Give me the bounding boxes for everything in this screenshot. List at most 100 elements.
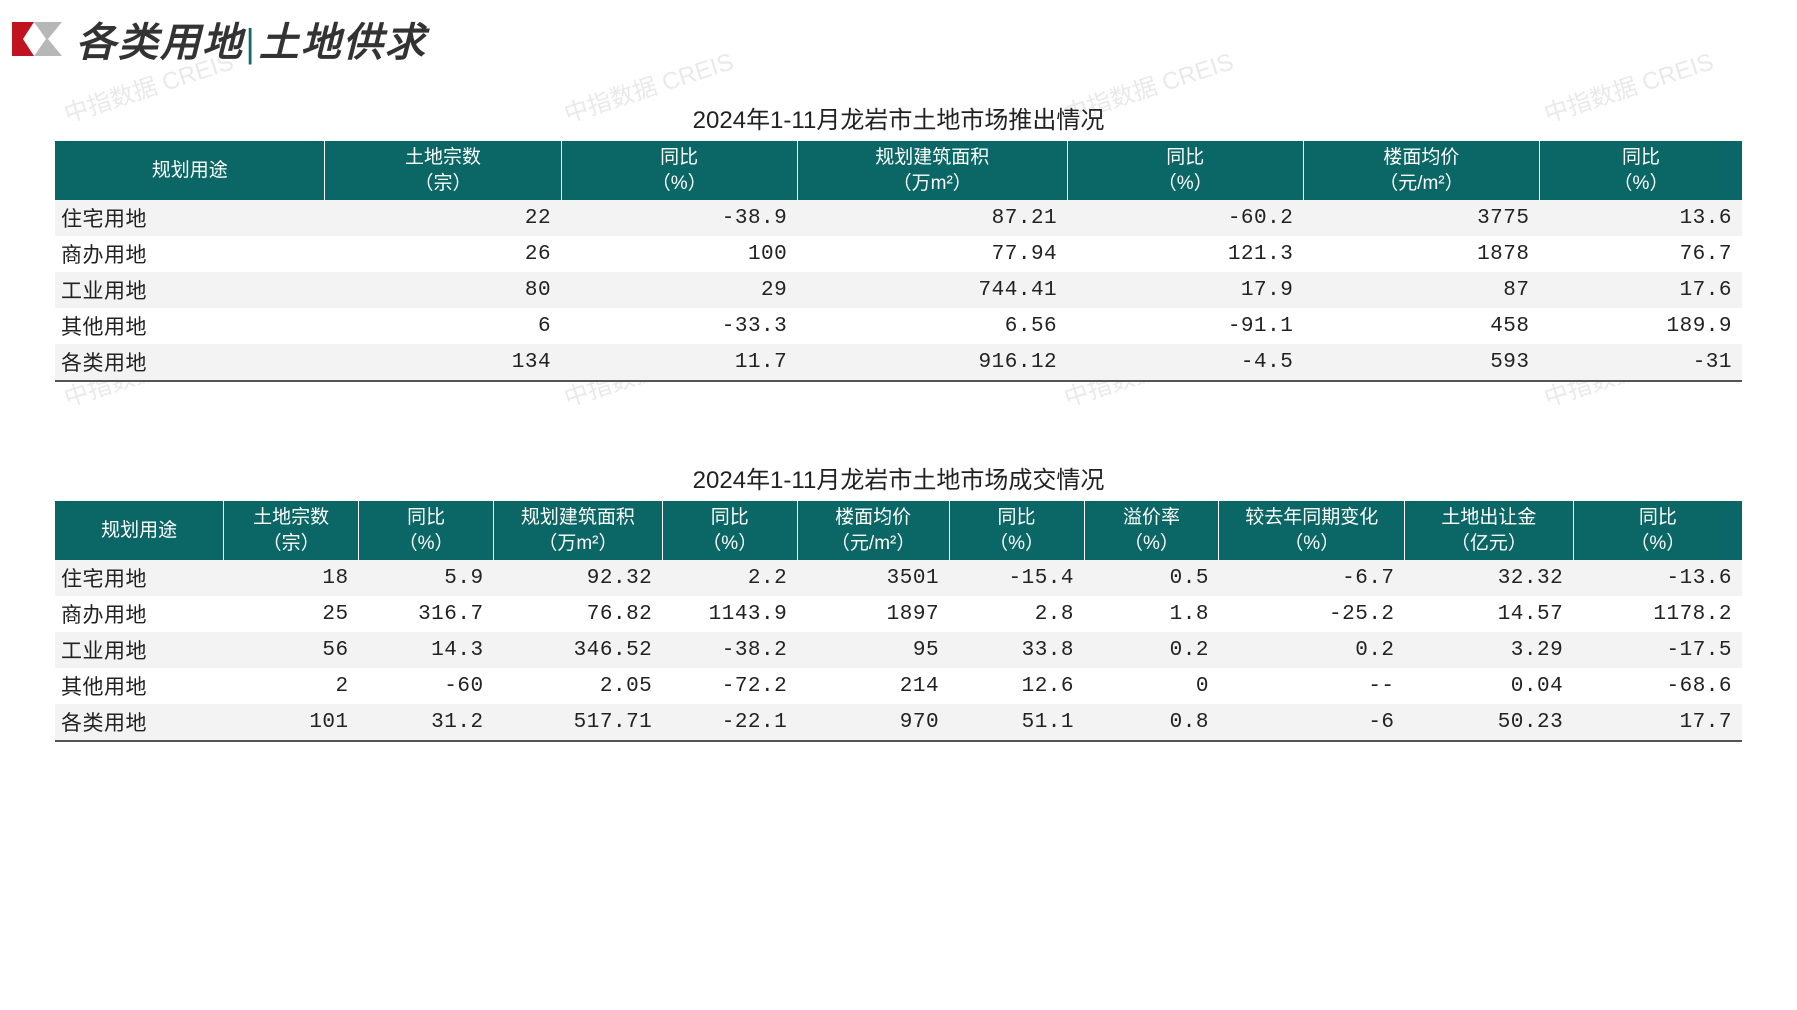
table1-cell: 1878 [1303, 236, 1539, 272]
table1-cell: 3775 [1303, 200, 1539, 236]
table1-cell: 87.21 [797, 200, 1067, 236]
table2-row-label: 各类用地 [55, 704, 224, 741]
table2-cell: -- [1219, 668, 1405, 704]
page-header: 各类用地|土地供求 [12, 10, 427, 68]
table2-cell: 1897 [797, 596, 949, 632]
table1-cell: -33.3 [561, 308, 797, 344]
table2-cell: 3.29 [1405, 632, 1574, 668]
table1-cell: 76.7 [1540, 236, 1743, 272]
table2-cell: -13.6 [1573, 560, 1742, 596]
table2-cell: 56 [224, 632, 359, 668]
table2-section: 2024年1-11月龙岩市土地市场成交情况 规划用途土地宗数（宗）同比（%）规划… [55, 460, 1742, 742]
table1-header-row: 规划用途土地宗数（宗）同比（%）规划建筑面积（万m²）同比（%）楼面均价（元/m… [55, 141, 1742, 200]
table1-cell: 17.9 [1067, 272, 1303, 308]
title-divider: | [244, 19, 259, 66]
table1-row-label: 住宅用地 [55, 200, 325, 236]
table1-cell: 6.56 [797, 308, 1067, 344]
table1-cell: -4.5 [1067, 344, 1303, 381]
table1-cell: 26 [325, 236, 561, 272]
table2-cell: 101 [224, 704, 359, 741]
table2-cell: 31.2 [359, 704, 494, 741]
table2-header-cell: 较去年同期变化（%） [1219, 501, 1405, 560]
table1-row: 商办用地2610077.94121.3187876.7 [55, 236, 1742, 272]
table1-row-label: 商办用地 [55, 236, 325, 272]
table2-cell: -68.6 [1573, 668, 1742, 704]
table2-header-cell: 楼面均价（元/m²） [797, 501, 949, 560]
table2-cell: 1143.9 [662, 596, 797, 632]
table1-row-label: 工业用地 [55, 272, 325, 308]
table1-row: 其他用地6-33.36.56-91.1458189.9 [55, 308, 1742, 344]
table1-cell: 77.94 [797, 236, 1067, 272]
table2-cell: 2.05 [494, 668, 663, 704]
table1-cell: 458 [1303, 308, 1539, 344]
table2-cell: 17.7 [1573, 704, 1742, 741]
table1-cell: -91.1 [1067, 308, 1303, 344]
table2-cell: -22.1 [662, 704, 797, 741]
table1-header-cell: 规划用途 [55, 141, 325, 200]
table1-header-cell: 楼面均价（元/m²） [1303, 141, 1539, 200]
table2-row: 商办用地25316.776.821143.918972.81.8-25.214.… [55, 596, 1742, 632]
table2-row: 各类用地10131.2517.71-22.197051.10.8-650.231… [55, 704, 1742, 741]
table2-row-label: 商办用地 [55, 596, 224, 632]
table1-cell: 80 [325, 272, 561, 308]
table1-cell: -60.2 [1067, 200, 1303, 236]
table2-cell: 0.5 [1084, 560, 1219, 596]
table2-cell: 0.8 [1084, 704, 1219, 741]
table2-row: 其他用地2-602.05-72.221412.60--0.04-68.6 [55, 668, 1742, 704]
table2-row-label: 住宅用地 [55, 560, 224, 596]
table2-cell: 51.1 [949, 704, 1084, 741]
table2-header-cell: 规划建筑面积（万m²） [494, 501, 663, 560]
table2-cell: 2.2 [662, 560, 797, 596]
table2-cell: 76.82 [494, 596, 663, 632]
table1-header-cell: 同比（%） [561, 141, 797, 200]
table2-cell: 0.2 [1219, 632, 1405, 668]
table2-cell: 32.32 [1405, 560, 1574, 596]
table2-cell: -25.2 [1219, 596, 1405, 632]
table2-row-label: 工业用地 [55, 632, 224, 668]
table2-title: 2024年1-11月龙岩市土地市场成交情况 [55, 460, 1742, 495]
table2-cell: 50.23 [1405, 704, 1574, 741]
table2-cell: 95 [797, 632, 949, 668]
table2-cell: 25 [224, 596, 359, 632]
table1-header-cell: 同比（%） [1540, 141, 1743, 200]
table2-cell: -15.4 [949, 560, 1084, 596]
table2-cell: 12.6 [949, 668, 1084, 704]
table2-cell: 1.8 [1084, 596, 1219, 632]
table2-cell: 14.3 [359, 632, 494, 668]
table2-header-cell: 同比（%） [1573, 501, 1742, 560]
table1-cell: 100 [561, 236, 797, 272]
table2-cell: 214 [797, 668, 949, 704]
table2-header-cell: 规划用途 [55, 501, 224, 560]
table1-row: 住宅用地22-38.987.21-60.2377513.6 [55, 200, 1742, 236]
table1-row: 各类用地13411.7916.12-4.5593-31 [55, 344, 1742, 381]
title-part-2: 土地供求 [259, 20, 427, 65]
table1-row-label: 各类用地 [55, 344, 325, 381]
table2-cell: -6 [1219, 704, 1405, 741]
table1-cell: -38.9 [561, 200, 797, 236]
table1-cell: 29 [561, 272, 797, 308]
table2-cell: 2 [224, 668, 359, 704]
table2-cell: 1178.2 [1573, 596, 1742, 632]
table2-row-label: 其他用地 [55, 668, 224, 704]
table1-title: 2024年1-11月龙岩市土地市场推出情况 [55, 100, 1742, 135]
table2-cell: 0.2 [1084, 632, 1219, 668]
table2-row: 住宅用地185.992.322.23501-15.40.5-6.732.32-1… [55, 560, 1742, 596]
table1-cell: 916.12 [797, 344, 1067, 381]
table1-cell: 744.41 [797, 272, 1067, 308]
table1-cell: 17.6 [1540, 272, 1743, 308]
table2: 规划用途土地宗数（宗）同比（%）规划建筑面积（万m²）同比（%）楼面均价（元/m… [55, 501, 1742, 742]
table2-header-cell: 土地宗数（宗） [224, 501, 359, 560]
table1-cell: 189.9 [1540, 308, 1743, 344]
table2-header-cell: 同比（%） [662, 501, 797, 560]
table1-cell: 11.7 [561, 344, 797, 381]
table1-cell: 593 [1303, 344, 1539, 381]
table2-cell: 92.32 [494, 560, 663, 596]
table2-cell: 3501 [797, 560, 949, 596]
table1-cell: 6 [325, 308, 561, 344]
table1-cell: 22 [325, 200, 561, 236]
table1-header-cell: 土地宗数（宗） [325, 141, 561, 200]
page-title: 各类用地|土地供求 [76, 10, 427, 68]
title-part-1: 各类用地 [76, 20, 244, 65]
table2-cell: 0.04 [1405, 668, 1574, 704]
table2-header-cell: 同比（%） [359, 501, 494, 560]
